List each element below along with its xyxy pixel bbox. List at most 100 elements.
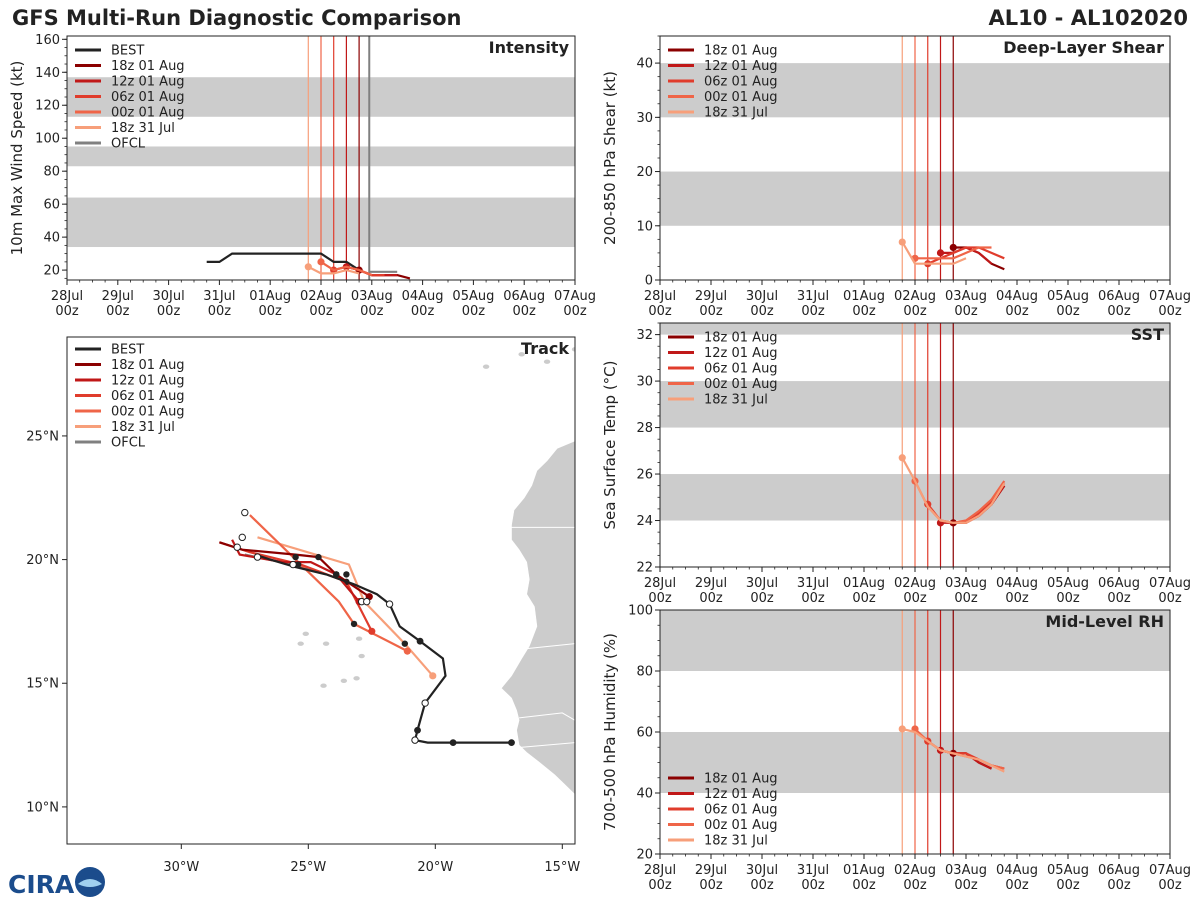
y-tick-label: 160 (35, 33, 60, 48)
best-track-point (292, 553, 299, 561)
series-line-18z-31-jul (901, 457, 1006, 524)
map-y-tick-label: 10°N (26, 800, 59, 815)
series-line-best (206, 252, 360, 272)
x-tick-sublabel: 00z (1158, 591, 1182, 606)
series-line-18z-31-jul (902, 727, 1005, 773)
x-tick-sublabel: 00z (55, 304, 79, 319)
country-border (519, 742, 575, 749)
series-start-point-00z-01-aug (317, 258, 325, 266)
legend-label-r12z01: 12z 01 Aug (111, 75, 185, 90)
series-line-18z-31-jul (901, 241, 967, 265)
legend-label-r18z31: 18z 31 Jul (704, 834, 768, 849)
x-tick-label: 02Aug (300, 289, 342, 304)
island (320, 683, 327, 688)
x-tick-label: 31Jul (203, 289, 235, 304)
x-tick-sublabel: 00z (903, 878, 927, 893)
best-track-point (416, 637, 424, 645)
legend-label-r12z01: 12z 01 Aug (704, 346, 778, 361)
legend-label-ofcl: OFCL (111, 436, 146, 451)
x-tick-sublabel: 00z (513, 304, 537, 319)
x-tick-sublabel: 00z (309, 304, 333, 319)
island (571, 347, 575, 352)
y-tick-label: 0 (645, 274, 653, 289)
x-tick-sublabel: 00z (106, 304, 130, 319)
legend-label-r06z01: 06z 01 Aug (704, 362, 778, 377)
x-tick-label: 28Jul (51, 289, 83, 304)
best-track-open-point (411, 736, 419, 744)
legend-label-r18z31: 18z 31 Jul (111, 121, 175, 136)
x-tick-label: 31Jul (797, 289, 829, 304)
legend-label-r06z01: 06z 01 Aug (111, 389, 185, 404)
x-tick-label: 29Jul (695, 289, 727, 304)
y-tick-label: 32 (636, 328, 653, 343)
panel-title: Intensity (489, 38, 570, 57)
island (353, 676, 360, 681)
y-tick-label: 28 (636, 421, 653, 436)
legend-label-r06z01: 06z 01 Aug (111, 90, 185, 105)
legend-label-r18z01: 18z 01 Aug (704, 331, 778, 346)
legend-label-best: BEST (111, 343, 144, 358)
y-tick-label: 20 (636, 848, 653, 863)
sst-panel: 22242628303228Jul00z29Jul00z30Jul00z31Ju… (601, 322, 1191, 606)
reference-open-point (241, 508, 249, 517)
track-line-00z-01-aug (249, 514, 408, 653)
cira-logo: CIRA (8, 867, 105, 899)
y-tick-label: 80 (43, 165, 60, 180)
x-tick-sublabel: 00z (954, 304, 978, 319)
island (322, 641, 330, 646)
x-tick-label: 01Aug (843, 576, 885, 591)
series-start-point-18z-31-jul (898, 238, 906, 246)
series-start-point-18z-31-jul (898, 454, 906, 462)
ofcl-open-point (238, 533, 246, 542)
legend-label-r18z01: 18z 01 Aug (111, 358, 185, 373)
figure-title: GFS Multi-Run Diagnostic Comparison (12, 6, 461, 30)
x-tick-sublabel: 00z (563, 304, 587, 319)
x-tick-sublabel: 00z (852, 878, 876, 893)
x-tick-label: 06Aug (1098, 289, 1140, 304)
legend-label-r06z01: 06z 01 Aug (704, 803, 778, 818)
legend-label-r18z31: 18z 31 Jul (111, 420, 175, 435)
y-tick-label: 24 (636, 514, 653, 529)
island (518, 352, 525, 357)
legend-label-r00z01: 00z 01 Aug (704, 90, 778, 105)
track-point-18z-01-aug (333, 571, 340, 578)
track-line-18z-31-jul (257, 536, 434, 677)
x-tick-label: 04Aug (996, 576, 1038, 591)
best-track-point (414, 726, 421, 734)
island (340, 678, 348, 683)
x-tick-label: 29Jul (695, 576, 727, 591)
island (355, 636, 363, 641)
x-tick-sublabel: 00z (1005, 878, 1029, 893)
best-track-point (343, 571, 350, 578)
x-tick-label: 02Aug (894, 863, 936, 878)
series-start-point-18z-01-aug (949, 243, 957, 252)
y-tick-label: 100 (35, 132, 60, 147)
y-axis-label: 10m Max Wind Speed (kt) (8, 61, 26, 256)
x-tick-label: 04Aug (402, 289, 444, 304)
storm-id: AL10 - AL102020 (989, 6, 1189, 30)
x-tick-sublabel: 00z (1005, 591, 1029, 606)
y-tick-label: 120 (35, 99, 60, 114)
track-point-18z-31-jul (401, 640, 409, 647)
track-start-point-00z-01-aug (403, 647, 411, 655)
x-tick-sublabel: 00z (903, 304, 927, 319)
x-tick-label: 04Aug (996, 289, 1038, 304)
series-start-point-18z-31-jul (304, 263, 312, 271)
y-tick-label: 30 (636, 111, 653, 126)
x-tick-sublabel: 00z (648, 304, 672, 319)
x-tick-label: 31Jul (797, 863, 829, 878)
x-tick-label: 01Aug (249, 289, 291, 304)
legend-label-r12z01: 12z 01 Aug (704, 59, 778, 74)
x-tick-sublabel: 00z (903, 591, 927, 606)
y-tick-label: 22 (636, 561, 653, 576)
plot-area (660, 323, 1170, 567)
x-tick-sublabel: 00z (852, 304, 876, 319)
intensity-panel: 2040608010012014016028Jul00z29Jul00z30Ju… (8, 33, 596, 319)
y-tick-label: 100 (628, 604, 653, 619)
x-tick-label: 01Aug (843, 863, 885, 878)
y-axis-label: 200-850 hPa Shear (kt) (601, 71, 619, 245)
x-tick-label: 07Aug (1149, 863, 1191, 878)
x-tick-sublabel: 00z (648, 591, 672, 606)
x-tick-label: 02Aug (894, 289, 936, 304)
map-y-tick-label: 15°N (26, 677, 59, 692)
